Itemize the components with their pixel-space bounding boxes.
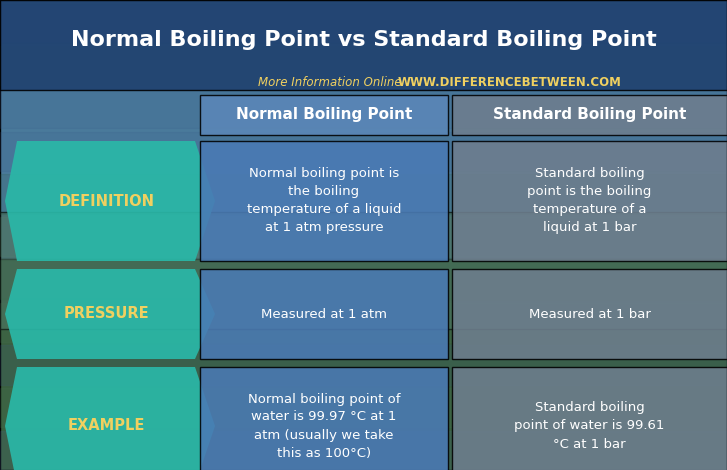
FancyBboxPatch shape xyxy=(200,269,448,359)
FancyBboxPatch shape xyxy=(0,0,727,258)
Bar xyxy=(0,345,727,384)
Text: More Information Online: More Information Online xyxy=(258,76,402,88)
FancyBboxPatch shape xyxy=(0,212,727,329)
FancyBboxPatch shape xyxy=(452,141,727,261)
Bar xyxy=(0,388,727,427)
Bar xyxy=(0,4,727,43)
Text: Normal Boiling Point vs Standard Boiling Point: Normal Boiling Point vs Standard Boiling… xyxy=(71,30,656,50)
Text: WWW.DIFFERENCEBETWEEN.COM: WWW.DIFFERENCEBETWEEN.COM xyxy=(398,76,622,88)
FancyBboxPatch shape xyxy=(0,258,727,470)
Text: Standard boiling
point is the boiling
temperature of a
liquid at 1 bar: Standard boiling point is the boiling te… xyxy=(527,167,651,235)
Polygon shape xyxy=(5,367,215,470)
Polygon shape xyxy=(5,269,215,359)
Text: Normal boiling point of
water is 99.97 °C at 1
atm (usually we take
this as 100°: Normal boiling point of water is 99.97 °… xyxy=(248,392,401,460)
Text: Standard Boiling Point: Standard Boiling Point xyxy=(493,108,686,123)
FancyBboxPatch shape xyxy=(200,141,448,261)
FancyBboxPatch shape xyxy=(452,367,727,470)
Text: Normal Boiling Point: Normal Boiling Point xyxy=(236,108,412,123)
Text: Measured at 1 bar: Measured at 1 bar xyxy=(529,307,651,321)
Bar xyxy=(0,260,727,299)
Text: PRESSURE: PRESSURE xyxy=(64,306,150,321)
FancyBboxPatch shape xyxy=(452,269,727,359)
Polygon shape xyxy=(5,141,215,261)
Bar xyxy=(0,89,727,128)
FancyBboxPatch shape xyxy=(452,95,727,135)
FancyBboxPatch shape xyxy=(200,367,448,470)
Bar xyxy=(0,174,727,214)
Text: Measured at 1 atm: Measured at 1 atm xyxy=(261,307,387,321)
Bar xyxy=(0,132,727,171)
Text: DEFINITION: DEFINITION xyxy=(59,194,155,209)
Bar xyxy=(0,46,727,86)
Text: Normal boiling point is
the boiling
temperature of a liquid
at 1 atm pressure: Normal boiling point is the boiling temp… xyxy=(246,167,401,235)
Bar xyxy=(0,431,727,470)
Text: Standard boiling
point of water is 99.61
°C at 1 bar: Standard boiling point of water is 99.61… xyxy=(514,401,664,451)
FancyBboxPatch shape xyxy=(200,95,448,135)
Text: EXAMPLE: EXAMPLE xyxy=(68,418,145,433)
Bar xyxy=(0,217,727,256)
Bar xyxy=(0,303,727,342)
FancyBboxPatch shape xyxy=(0,0,727,90)
